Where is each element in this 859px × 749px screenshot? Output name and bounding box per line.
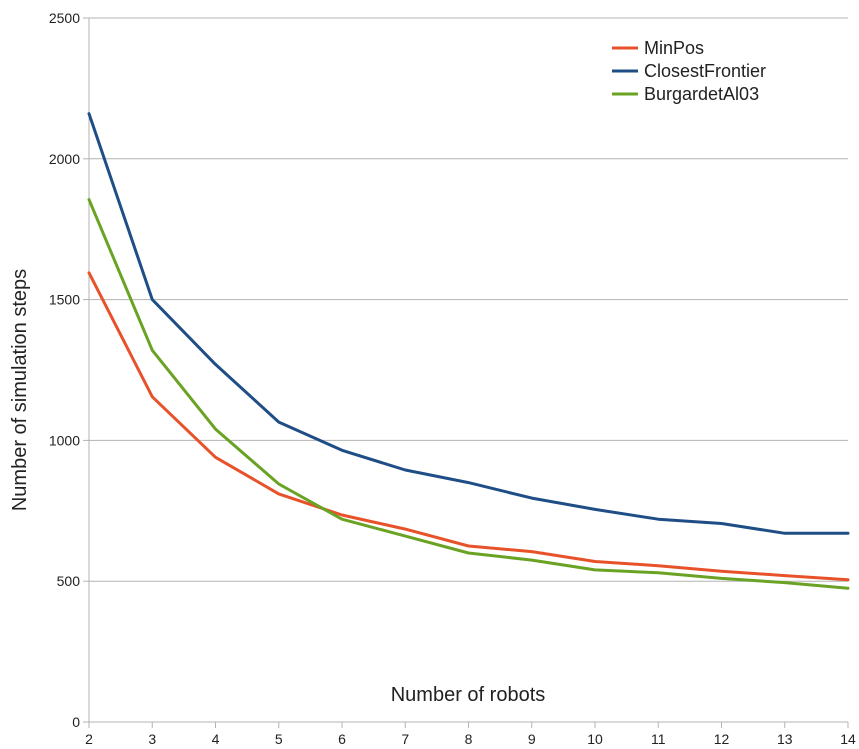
tick-labels: 0 500 1000 1500 2000 2500 2 3 4 5 6 7 8 9 10 11 12 13 14 xyxy=(49,10,856,747)
x-tick-label-10: 12 xyxy=(714,731,730,747)
y-tick-label-4: 2000 xyxy=(49,151,80,167)
x-tick-label-8: 10 xyxy=(587,731,603,747)
x-tick-label-6: 8 xyxy=(465,731,473,747)
series-line-burgardetal03 xyxy=(87,198,850,590)
axes xyxy=(83,17,849,728)
x-tick-label-11: 13 xyxy=(777,731,793,747)
x-tick-label-5: 7 xyxy=(401,731,409,747)
legend-label-minpos: MinPos xyxy=(644,38,704,58)
x-axis-title: Number of robots xyxy=(391,684,546,706)
gridlines xyxy=(89,17,848,582)
series-line-closestfrontier xyxy=(87,112,850,535)
x-tick-label-4: 6 xyxy=(338,731,346,747)
legend-label-closestfrontier: ClosestFrontier xyxy=(644,61,766,81)
y-tick-label-5: 2500 xyxy=(49,10,80,26)
y-tick-label-1: 500 xyxy=(57,573,81,589)
legend-label-burgardetal03: BurgardetAl03 xyxy=(644,84,759,104)
legend: MinPos ClosestFrontier BurgardetAl03 xyxy=(612,38,766,104)
x-tick-label-12: 14 xyxy=(840,731,856,747)
y-tick-label-3: 1500 xyxy=(49,292,80,308)
y-tick-label-2: 1000 xyxy=(49,432,80,448)
x-tick-label-0: 2 xyxy=(85,731,93,747)
x-tick-label-1: 3 xyxy=(148,731,156,747)
x-tick-label-3: 5 xyxy=(275,731,283,747)
series-line-minpos xyxy=(87,271,850,582)
series-lines xyxy=(87,112,850,590)
y-axis-title: Number of simulation steps xyxy=(9,269,31,511)
x-tick-label-2: 4 xyxy=(212,731,220,747)
x-tick-label-9: 11 xyxy=(651,731,666,747)
x-tick-label-7: 9 xyxy=(528,731,536,747)
y-tick-label-0: 0 xyxy=(72,714,80,730)
